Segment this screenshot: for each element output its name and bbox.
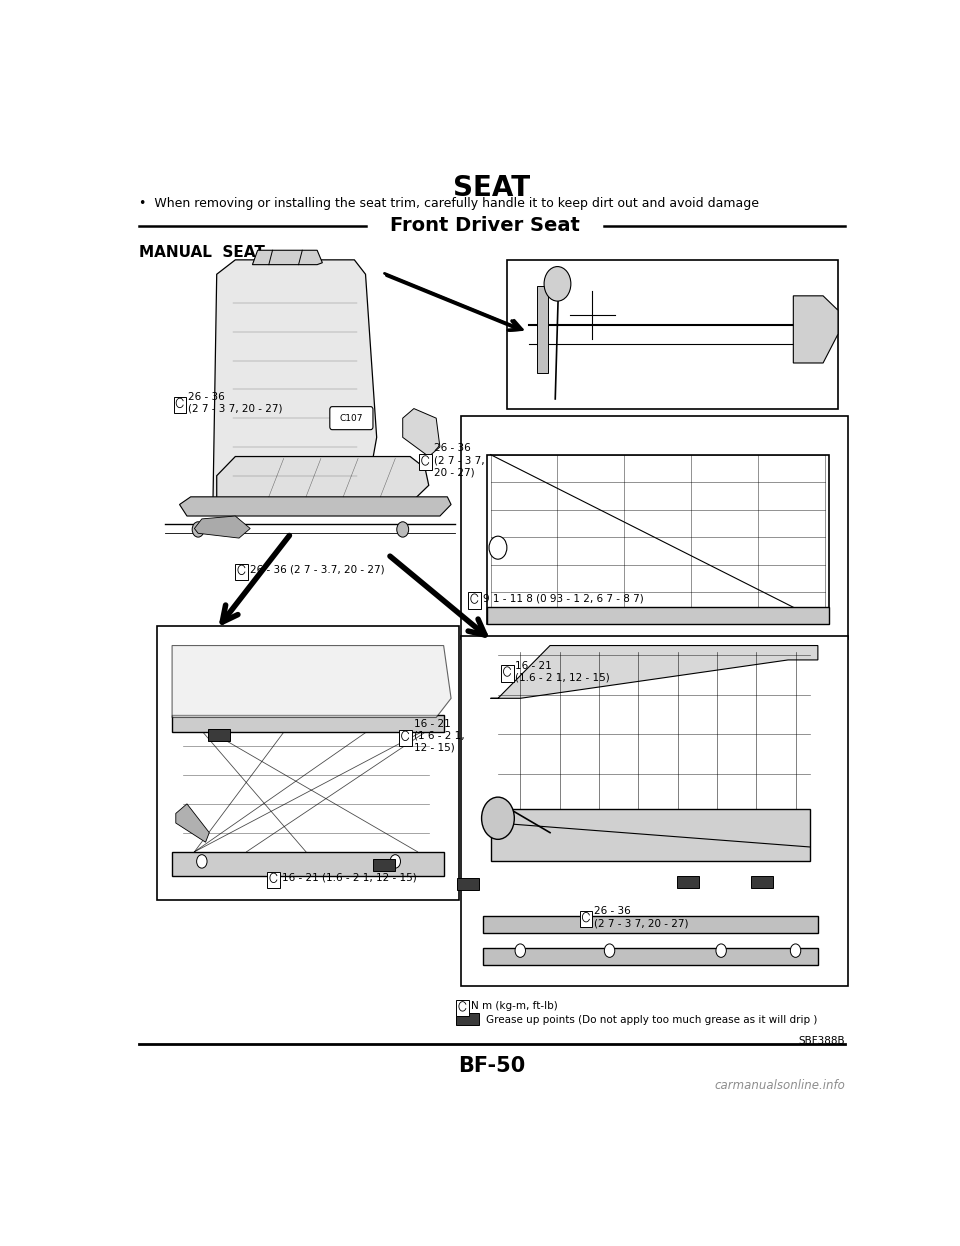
Circle shape [605, 944, 614, 957]
Text: N m (kg-m, ft-lb): N m (kg-m, ft-lb) [470, 1002, 558, 1012]
Bar [456, 1013, 479, 1025]
Polygon shape [217, 456, 429, 500]
Bar [487, 455, 829, 624]
Bar [457, 877, 479, 890]
Text: 9 1 - 11 8 (0 93 - 1 2, 6 7 - 8 7): 9 1 - 11 8 (0 93 - 1 2, 6 7 - 8 7) [483, 593, 643, 603]
Circle shape [716, 944, 727, 957]
Bar [483, 916, 818, 933]
Bar [677, 876, 699, 888]
Polygon shape [213, 260, 376, 510]
Text: Grease up points (Do not apply too much grease as it will drip ): Grease up points (Do not apply too much … [486, 1014, 817, 1024]
Text: SEAT: SEAT [453, 173, 531, 202]
Polygon shape [403, 409, 440, 456]
Text: C107: C107 [340, 414, 363, 422]
Bar [174, 396, 186, 412]
Bar [372, 858, 396, 871]
Text: 26 - 36 (2 7 - 3.7, 20 - 27): 26 - 36 (2 7 - 3.7, 20 - 27) [250, 564, 384, 574]
Text: 16 - 21 (1.6 - 2 1, 12 - 15): 16 - 21 (1.6 - 2 1, 12 - 15) [282, 872, 417, 883]
Text: Front Driver Seat: Front Driver Seat [390, 216, 580, 234]
Bar [487, 607, 829, 624]
Bar [507, 260, 838, 409]
Text: 16 - 21
(1.6 - 2 1, 12 - 15): 16 - 21 (1.6 - 2 1, 12 - 15) [516, 660, 611, 683]
FancyBboxPatch shape [330, 406, 372, 430]
Bar [456, 1001, 468, 1017]
Circle shape [790, 944, 801, 957]
Bar [580, 911, 592, 927]
Circle shape [197, 855, 207, 868]
Polygon shape [537, 287, 548, 373]
Bar [751, 876, 773, 888]
Polygon shape [793, 295, 838, 363]
Text: BF-50: BF-50 [458, 1057, 526, 1077]
Text: •  When removing or installing the seat trim, carefully handle it to keep dirt o: • When removing or installing the seat t… [138, 197, 758, 211]
Bar [172, 715, 444, 731]
Bar [461, 416, 848, 639]
Bar [501, 665, 514, 682]
Bar [461, 635, 848, 986]
Text: 26 - 36
(2 7 - 3 7, 20 - 27): 26 - 36 (2 7 - 3 7, 20 - 27) [188, 392, 282, 414]
Text: 16 - 21
(1 6 - 2 1,
12 - 15): 16 - 21 (1 6 - 2 1, 12 - 15) [414, 719, 464, 753]
Circle shape [192, 522, 204, 537]
Polygon shape [172, 645, 451, 718]
Bar [483, 948, 818, 966]
Text: MANUAL  SEAT: MANUAL SEAT [138, 245, 264, 260]
Circle shape [390, 855, 400, 868]
Polygon shape [194, 516, 251, 538]
Circle shape [544, 267, 571, 302]
Polygon shape [180, 497, 451, 516]
Circle shape [396, 522, 409, 537]
Circle shape [482, 797, 515, 840]
Bar [207, 729, 230, 741]
Polygon shape [252, 250, 323, 264]
Bar [267, 872, 280, 888]
Text: 26 - 36
(2 7 - 3 7,
20 - 27): 26 - 36 (2 7 - 3 7, 20 - 27) [434, 444, 484, 477]
Polygon shape [176, 804, 209, 842]
Polygon shape [491, 645, 818, 698]
Bar [399, 730, 412, 746]
Bar [235, 563, 248, 579]
Text: 26 - 36
(2 7 - 3 7, 20 - 27): 26 - 36 (2 7 - 3 7, 20 - 27) [594, 906, 688, 928]
Bar [420, 455, 432, 471]
Text: carmanualsonline.info: carmanualsonline.info [714, 1079, 846, 1091]
Circle shape [516, 944, 525, 957]
Bar [157, 627, 459, 900]
Bar [491, 809, 810, 861]
Bar [172, 852, 444, 876]
Text: SBF388B: SBF388B [799, 1035, 846, 1047]
Bar [468, 592, 481, 608]
Circle shape [489, 536, 507, 559]
